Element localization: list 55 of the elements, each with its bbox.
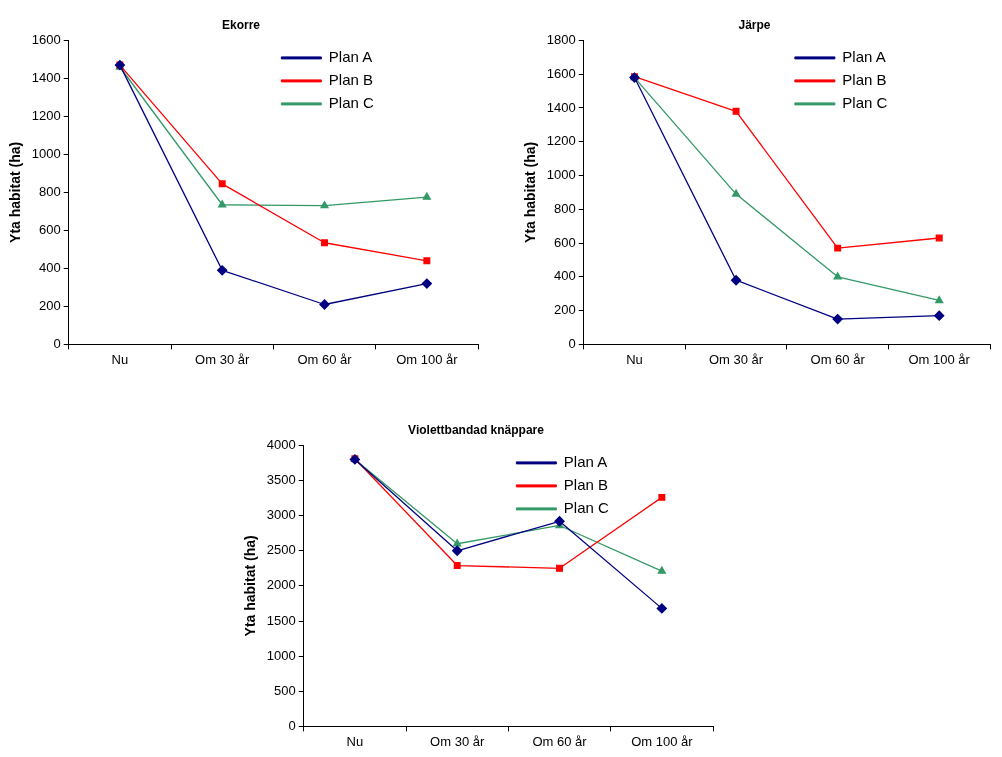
x-tick-label: Nu <box>111 351 129 367</box>
chart-title: Järpe <box>738 17 771 32</box>
y-tick-label: 800 <box>39 183 61 199</box>
y-tick-label: 0 <box>53 335 61 351</box>
legend-label: Plan A <box>328 48 373 66</box>
x-tick-label: Om 30 år <box>430 733 485 749</box>
y-tick-label: 1600 <box>546 65 576 81</box>
legend-label: Plan C <box>563 499 610 517</box>
y-tick-label: 1500 <box>266 612 296 628</box>
y-tick-label: 600 <box>554 234 576 250</box>
y-axis-title: Yta habitat (ha) <box>522 141 539 243</box>
x-tick-label: Om 60 år <box>297 351 353 367</box>
chart-title: Ekorre <box>221 17 261 32</box>
x-tick-label: Om 30 år <box>708 351 764 367</box>
y-tick-label: 1600 <box>31 31 61 47</box>
y-tick-label: 400 <box>554 268 576 284</box>
legend-label: Plan B <box>563 476 609 494</box>
y-tick-label: 600 <box>39 221 61 237</box>
y-axis-title: Yta habitat (ha) <box>242 535 259 637</box>
y-tick-label: 1400 <box>546 99 576 115</box>
x-tick-label: Om 100 år <box>631 733 694 749</box>
y-tick-label: 3500 <box>266 472 296 488</box>
x-tick-label: Om 100 år <box>908 351 971 367</box>
y-tick-label: 200 <box>554 302 576 318</box>
y-tick-label: 500 <box>274 682 296 698</box>
y-tick-label: 1800 <box>546 31 576 47</box>
y-tick-label: 2500 <box>266 542 296 558</box>
y-tick-label: 0 <box>288 717 296 733</box>
legend-label: Plan A <box>563 453 608 471</box>
y-tick-label: 1000 <box>266 647 296 663</box>
x-tick-label: Nu <box>346 733 364 749</box>
legend-label: Plan C <box>328 94 375 112</box>
y-tick-label: 3000 <box>266 507 296 523</box>
y-tick-label: 4000 <box>266 436 296 452</box>
x-tick-label: Om 100 år <box>396 351 459 367</box>
x-tick-label: Om 60 år <box>532 733 588 749</box>
legend-label: Plan C <box>842 94 888 112</box>
y-tick-label: 1200 <box>31 107 61 123</box>
x-tick-label: Om 60 år <box>810 351 866 367</box>
legend-label: Plan A <box>842 48 886 66</box>
y-tick-label: 1400 <box>31 69 61 85</box>
y-tick-label: 2000 <box>266 577 296 593</box>
y-tick-label: 0 <box>568 335 576 351</box>
y-tick-label: 200 <box>39 297 61 313</box>
x-tick-label: Nu <box>626 351 643 367</box>
chart-title: Violettbandad knäppare <box>408 422 545 437</box>
y-axis-title: Yta habitat (ha) <box>7 141 24 243</box>
legend-label: Plan B <box>842 71 887 89</box>
y-tick-label: 1000 <box>546 167 576 183</box>
y-tick-label: 800 <box>554 200 576 216</box>
legend-label: Plan B <box>328 71 374 89</box>
x-tick-label: Om 30 år <box>195 351 250 367</box>
y-tick-label: 400 <box>39 259 61 275</box>
y-tick-label: 1200 <box>546 133 576 149</box>
y-tick-label: 1000 <box>31 145 61 161</box>
